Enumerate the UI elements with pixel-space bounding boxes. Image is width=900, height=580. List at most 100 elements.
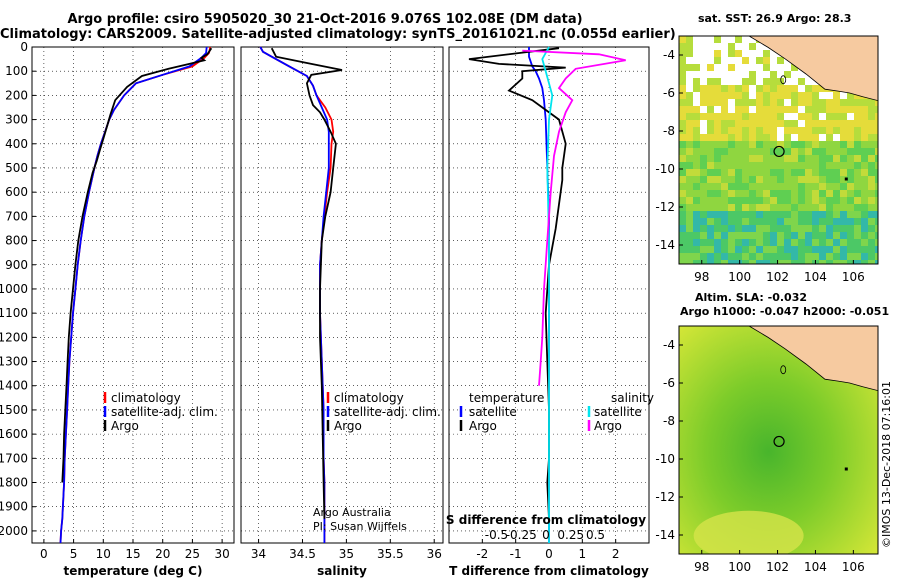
sla-map-title: Altim. SLA: -0.032: [695, 291, 808, 304]
map-x-tick-label: 102: [766, 560, 789, 574]
x-tick-label: 10: [96, 547, 111, 561]
sla-map-subtitle: Argo h1000: -0.047 h2000: -0.051: [680, 305, 890, 318]
y-tick-label: 1800: [0, 476, 28, 490]
y-tick-label: 1200: [0, 330, 28, 344]
sla-map: [678, 325, 879, 555]
y-tick-label: 1600: [0, 427, 28, 441]
map-y-tick-label: -12: [655, 200, 675, 214]
temp-legend-label: satellite-adj. clim.: [111, 405, 218, 419]
map-x-tick-label: 104: [804, 270, 827, 284]
imos-timestamp: ©IMOS 13-Dec-2018 07:16:01: [880, 381, 893, 548]
y-tick-label: 1300: [0, 355, 28, 369]
x-tick-label: 0: [545, 547, 553, 561]
island-enggano: [780, 75, 787, 85]
sal-satellite-label: satellite: [594, 405, 642, 419]
x-axis-label: salinity: [317, 564, 367, 578]
map-y-tick-label: -14: [655, 528, 675, 542]
christmas-island: [844, 467, 848, 471]
secondary-x-tick-label: -0.25: [506, 528, 537, 542]
salinity-legend-title: salinity: [611, 391, 654, 405]
sst-map-title: sat. SST: 26.9 Argo: 28.3: [698, 12, 852, 25]
pi-name-label: PI: Susan Wijffels: [313, 520, 407, 533]
y-tick-label: 400: [5, 137, 28, 151]
map-y-tick-label: -10: [655, 162, 675, 176]
series-line-satellite: [528, 47, 550, 543]
map-y-tick-label: -12: [655, 490, 675, 504]
series-line-climatology: [59, 46, 212, 544]
map-y-tick-label: -4: [663, 48, 675, 62]
map-frame: [678, 35, 879, 265]
map-x-tick-label: 100: [728, 560, 751, 574]
series-line-argo: [61, 47, 213, 483]
y-tick-label: 1000: [0, 282, 28, 296]
secondary-x-tick-label: 0.5: [586, 528, 605, 542]
temperature-legend-title: temperature: [469, 391, 544, 405]
island-enggano: [780, 365, 787, 375]
secondary-x-axis-label: S difference from climatology: [446, 513, 646, 527]
sal-argo-label: Argo: [594, 419, 622, 433]
y-tick-label: 2000: [0, 524, 28, 538]
coastline-land: [748, 326, 878, 392]
x-tick-label: 35: [339, 547, 354, 561]
temp-legend-label: Argo: [111, 419, 139, 433]
x-tick-label: 34.5: [289, 547, 316, 561]
map-x-tick-label: 106: [842, 560, 865, 574]
map-y-tick-label: -8: [663, 414, 675, 428]
map-frame: [678, 325, 879, 555]
plot-frame-1: [240, 46, 444, 544]
float-position-marker: [773, 145, 785, 158]
y-tick-label: 1700: [0, 451, 28, 465]
y-tick-label: 900: [5, 258, 28, 272]
coastline-land: [748, 36, 878, 102]
map-y-tick-label: -6: [663, 86, 675, 100]
map-x-tick-label: 104: [804, 560, 827, 574]
y-tick-label: 600: [5, 185, 28, 199]
series-line-satellite-adj--clim-: [59, 46, 208, 544]
map-x-tick-label: 102: [766, 270, 789, 284]
sal-legend-label: climatology: [334, 391, 404, 405]
map-x-tick-label: 98: [694, 270, 709, 284]
argo-australia-label: Argo Australia: [313, 506, 391, 519]
secondary-x-tick-label: -0.5: [485, 528, 508, 542]
christmas-island: [844, 177, 848, 181]
x-tick-label: 30: [214, 547, 229, 561]
y-tick-label: 1400: [0, 379, 28, 393]
x-tick-label: 34: [251, 547, 266, 561]
map-x-tick-label: 98: [694, 560, 709, 574]
map-y-tick-label: -4: [663, 338, 675, 352]
y-tick-label: 700: [5, 209, 28, 223]
series-line-satellite: [541, 46, 554, 543]
map-y-tick-label: -14: [655, 238, 675, 252]
y-tick-label: 300: [5, 113, 28, 127]
y-tick-label: 1100: [0, 306, 28, 320]
temp-legend-label: climatology: [111, 391, 181, 405]
secondary-x-tick-label: 0: [542, 528, 550, 542]
y-tick-label: 0: [20, 40, 28, 54]
y-tick-label: 800: [5, 234, 28, 248]
x-tick-label: 1: [579, 547, 587, 561]
temp-argo-label: Argo: [469, 419, 497, 433]
x-tick-label: -1: [510, 547, 522, 561]
temp-satellite-label: satellite: [469, 405, 517, 419]
y-tick-label: 500: [5, 161, 28, 175]
sal-legend-label: satellite-adj. clim.: [334, 405, 441, 419]
float-position-marker: [773, 435, 785, 448]
x-tick-label: 36: [427, 547, 442, 561]
series-line-argo: [468, 47, 567, 519]
sst-map: [678, 35, 879, 265]
map-x-tick-label: 100: [728, 270, 751, 284]
secondary-x-tick-label: 0.25: [557, 528, 584, 542]
map-y-tick-label: -6: [663, 376, 675, 390]
y-tick-label: 200: [5, 88, 28, 102]
x-axis-label: T difference from climatology: [449, 564, 649, 578]
series-line-satellite-adj--clim-: [259, 46, 330, 543]
plot-title-line2: Climatology: CARS2009. Satellite-adjuste…: [0, 27, 676, 42]
series-line-argo: [270, 47, 343, 519]
x-tick-label: 20: [155, 547, 170, 561]
x-tick-label: -2: [476, 547, 488, 561]
x-tick-label: 25: [185, 547, 200, 561]
y-tick-label: 1900: [0, 500, 28, 514]
sal-legend-label: Argo: [334, 419, 362, 433]
map-x-tick-label: 106: [842, 270, 865, 284]
